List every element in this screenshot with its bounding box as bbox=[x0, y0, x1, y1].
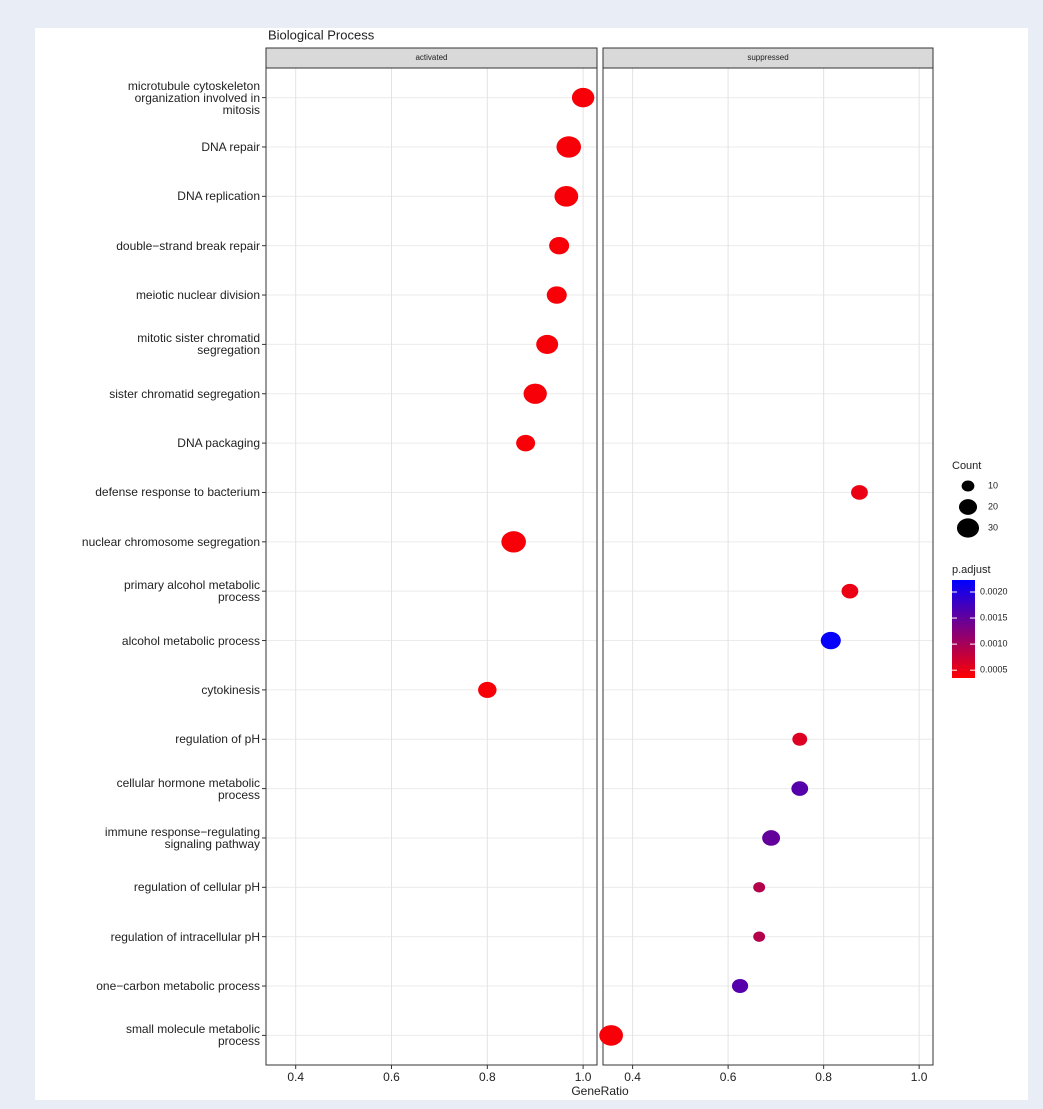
x-axis-label: GeneRatio bbox=[571, 1084, 629, 1098]
dot bbox=[791, 781, 809, 796]
legend-label: 20 bbox=[988, 501, 998, 511]
x-tick-label: 1.0 bbox=[575, 1070, 592, 1084]
y-tick-label: mitotic sister chromatid segregation bbox=[137, 331, 260, 358]
dot bbox=[599, 1025, 623, 1046]
chart-background bbox=[35, 28, 1028, 1100]
legend-title: Count bbox=[952, 460, 981, 472]
dot bbox=[556, 136, 582, 158]
y-tick-label: double−strand break repair bbox=[116, 238, 260, 253]
legend-label: 0.0010 bbox=[980, 638, 1008, 648]
legend-title: p.adjust bbox=[952, 564, 991, 576]
y-tick-label: one−carbon metabolic process bbox=[96, 979, 260, 994]
y-tick-label: alcohol metabolic process bbox=[121, 633, 260, 648]
x-tick-label: 0.8 bbox=[479, 1070, 496, 1084]
y-tick-label: immune response−regulating signaling pat… bbox=[104, 824, 260, 851]
strip-label: activated bbox=[415, 53, 447, 62]
legend-label: 10 bbox=[988, 480, 998, 490]
panel-border bbox=[602, 67, 934, 1066]
y-tick-label: regulation of cellular pH bbox=[133, 880, 260, 895]
panel-border bbox=[265, 67, 598, 1066]
legend-dot bbox=[956, 518, 980, 538]
x-tick-label: 0.4 bbox=[287, 1070, 304, 1084]
y-tick-label: nuclear chromosome segregation bbox=[81, 534, 260, 549]
legend-label: 0.0005 bbox=[980, 665, 1008, 675]
dot bbox=[753, 931, 766, 942]
x-tick-label: 0.8 bbox=[815, 1070, 832, 1084]
x-tick-label: 1.0 bbox=[911, 1070, 928, 1084]
dot bbox=[536, 334, 559, 354]
y-tick-label: cytokinesis bbox=[201, 682, 260, 697]
x-tick-label: 0.6 bbox=[720, 1070, 737, 1084]
dot bbox=[731, 978, 749, 994]
dot bbox=[549, 236, 570, 255]
y-tick-label: DNA packaging bbox=[177, 436, 260, 451]
legend-dot bbox=[961, 480, 975, 492]
dot bbox=[554, 186, 579, 207]
dot bbox=[501, 531, 526, 553]
colorbar bbox=[952, 580, 975, 678]
dot bbox=[571, 87, 595, 108]
y-tick-label: defense response to bacterium bbox=[95, 485, 260, 500]
dot bbox=[841, 583, 859, 599]
y-tick-label: microtubule cytoskeleton organization in… bbox=[127, 78, 260, 117]
y-tick-label: DNA replication bbox=[177, 189, 260, 204]
y-tick-label: regulation of intracellular pH bbox=[110, 929, 260, 944]
legend-label: 0.0020 bbox=[980, 586, 1008, 596]
dot bbox=[762, 830, 781, 846]
y-tick-label: cellular hormone metabolic process bbox=[116, 775, 260, 802]
dot bbox=[851, 485, 868, 500]
dot bbox=[478, 681, 497, 698]
dot bbox=[516, 434, 536, 452]
y-tick-label: sister chromatid segregation bbox=[109, 386, 260, 401]
y-tick-label: regulation of pH bbox=[175, 732, 260, 747]
y-tick-label: DNA repair bbox=[201, 139, 260, 154]
dot bbox=[523, 383, 547, 404]
dot bbox=[753, 882, 766, 893]
dot bbox=[820, 631, 841, 650]
legend-label: 0.0015 bbox=[980, 612, 1008, 622]
chart-title: Biological Process bbox=[268, 27, 375, 42]
y-tick-label: meiotic nuclear division bbox=[135, 288, 260, 303]
dot bbox=[546, 286, 567, 304]
legend-dot bbox=[958, 499, 978, 515]
y-tick-label: small molecule metabolic process bbox=[125, 1022, 260, 1049]
x-tick-label: 0.6 bbox=[383, 1070, 400, 1084]
dot bbox=[792, 732, 808, 746]
legend-label: 30 bbox=[988, 522, 998, 532]
strip-label: suppressed bbox=[747, 53, 788, 62]
x-tick-label: 0.4 bbox=[624, 1070, 641, 1084]
y-tick-label: primary alcohol metabolic process bbox=[123, 578, 260, 605]
